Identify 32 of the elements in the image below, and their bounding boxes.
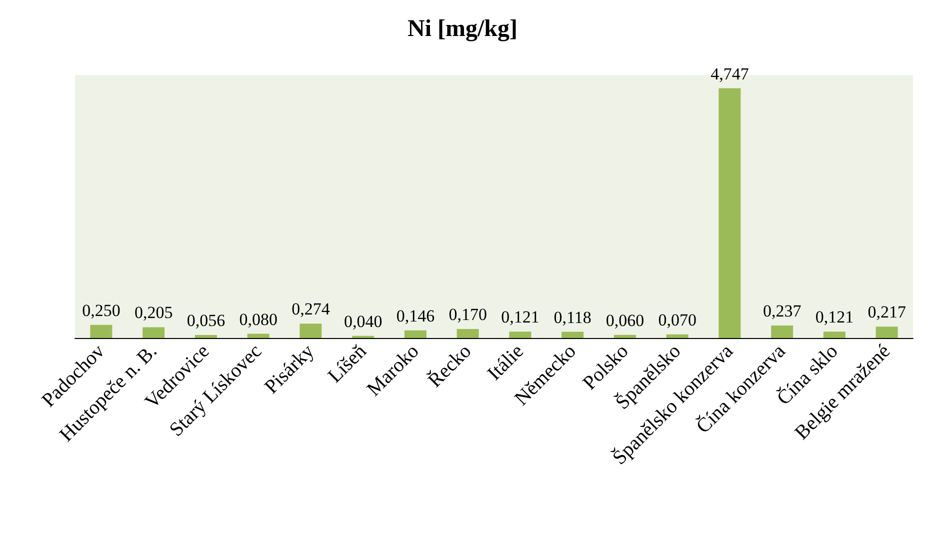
bar bbox=[771, 326, 794, 338]
bar bbox=[247, 334, 270, 338]
data-label: 0,237 bbox=[762, 302, 802, 321]
data-label: 4,747 bbox=[710, 64, 750, 84]
data-label: 0,118 bbox=[554, 308, 592, 327]
data-label: 0,080 bbox=[239, 310, 278, 329]
bar bbox=[300, 324, 322, 338]
bar bbox=[876, 326, 898, 338]
chart-title: Ni [mg/kg] bbox=[408, 16, 518, 42]
data-label: 0,205 bbox=[134, 303, 173, 322]
bar bbox=[404, 330, 426, 338]
bar bbox=[666, 334, 688, 338]
bar bbox=[614, 334, 636, 338]
data-label: 0,056 bbox=[186, 311, 226, 330]
bar bbox=[562, 332, 584, 338]
data-label: 0,070 bbox=[658, 310, 696, 330]
data-label: 0,040 bbox=[344, 312, 382, 331]
data-label: 0,250 bbox=[82, 300, 120, 320]
bar bbox=[142, 327, 165, 338]
data-label: 0,060 bbox=[606, 310, 644, 330]
bar bbox=[194, 335, 217, 338]
data-label: 0,146 bbox=[396, 306, 435, 326]
bar bbox=[718, 88, 741, 338]
bar bbox=[823, 332, 846, 338]
data-label: 0,274 bbox=[292, 300, 330, 319]
data-label: 0,217 bbox=[868, 302, 906, 322]
bar bbox=[456, 329, 479, 338]
data-label: 0,121 bbox=[501, 308, 540, 327]
data-label: 0,121 bbox=[815, 308, 854, 327]
bar bbox=[90, 324, 112, 338]
data-label: 0,170 bbox=[448, 305, 487, 324]
bar bbox=[509, 332, 532, 338]
